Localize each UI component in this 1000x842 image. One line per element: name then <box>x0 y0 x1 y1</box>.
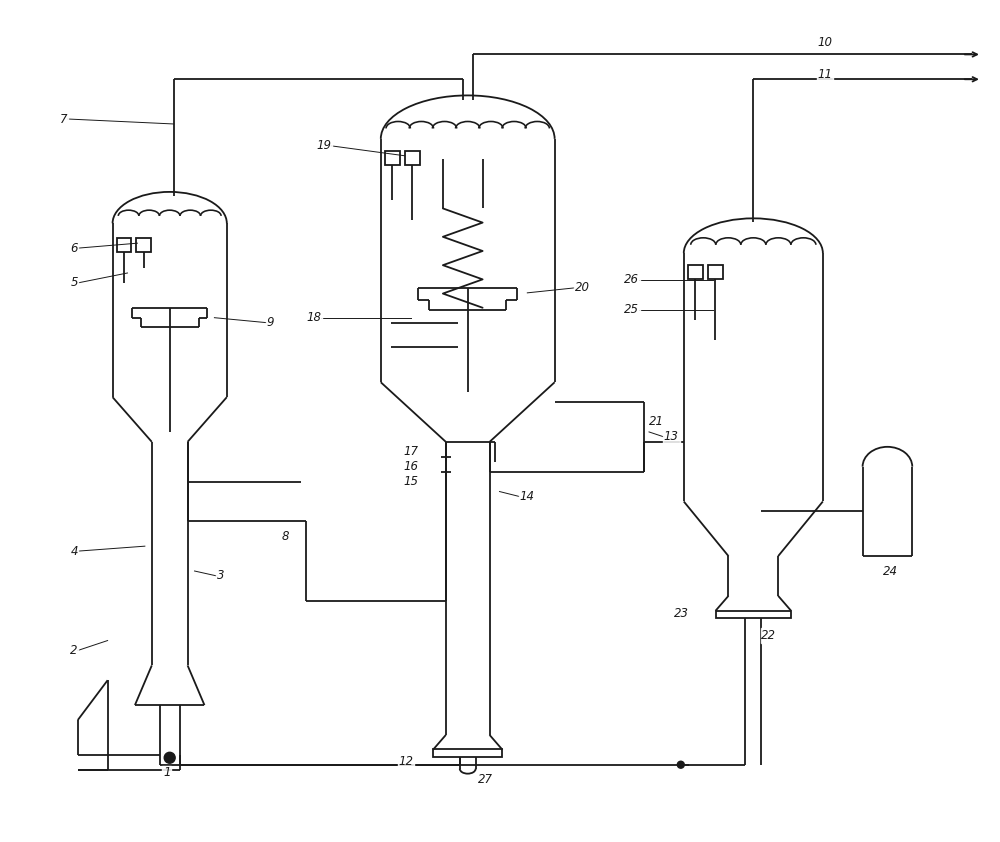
Text: 13: 13 <box>664 430 679 444</box>
Bar <box>433 749 502 757</box>
Text: 15: 15 <box>403 475 418 488</box>
Circle shape <box>164 752 175 763</box>
Bar <box>716 610 791 618</box>
Text: 17: 17 <box>403 445 418 458</box>
Bar <box>385 151 400 165</box>
Text: 25: 25 <box>624 303 639 317</box>
Bar <box>708 265 723 279</box>
Text: 26: 26 <box>624 274 639 286</box>
Text: 12: 12 <box>398 755 413 768</box>
Bar <box>405 151 420 165</box>
Text: 6: 6 <box>70 242 78 254</box>
Text: 22: 22 <box>761 629 776 642</box>
Text: 7: 7 <box>60 113 68 125</box>
Text: 19: 19 <box>316 139 331 152</box>
Text: 23: 23 <box>674 607 689 621</box>
Text: 8: 8 <box>281 530 289 543</box>
Text: 2: 2 <box>70 644 78 657</box>
Bar <box>117 238 131 252</box>
Circle shape <box>677 761 684 768</box>
Bar <box>136 238 151 252</box>
Text: 10: 10 <box>818 36 833 49</box>
Text: 11: 11 <box>818 68 833 81</box>
Bar <box>688 265 703 279</box>
Text: 1: 1 <box>163 766 170 779</box>
Text: 20: 20 <box>575 281 590 295</box>
Text: 21: 21 <box>649 415 664 429</box>
Text: 5: 5 <box>70 276 78 290</box>
Text: 16: 16 <box>403 461 418 473</box>
Text: 24: 24 <box>882 564 897 578</box>
Text: 4: 4 <box>70 545 78 557</box>
Text: 27: 27 <box>478 773 493 786</box>
Text: 9: 9 <box>267 316 274 329</box>
Text: 14: 14 <box>519 490 534 503</box>
Text: 3: 3 <box>217 569 224 583</box>
Text: 18: 18 <box>306 312 321 324</box>
